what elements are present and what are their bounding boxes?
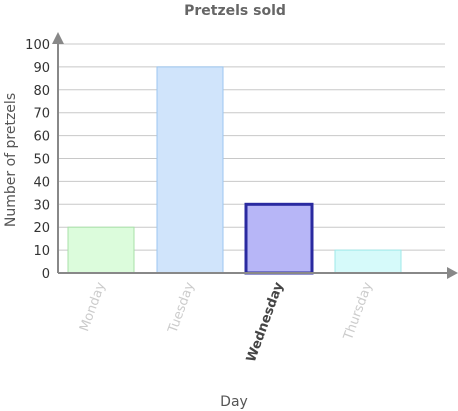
y-axis-arrow-icon <box>52 32 64 44</box>
bar-monday[interactable] <box>67 226 135 274</box>
y-tick-label: 70 <box>33 107 50 122</box>
x-axis-arrow-icon <box>447 267 458 279</box>
y-tick-label: 90 <box>33 61 50 76</box>
x-axis-label: Day <box>220 394 248 410</box>
y-tick-label: 20 <box>33 221 50 236</box>
x-tick-label-wednesday: Wednesday <box>244 280 287 365</box>
x-tick-label-monday: Monday <box>77 280 109 334</box>
x-tick-label-tuesday: Tuesday <box>165 280 198 336</box>
y-tick-label: 80 <box>33 84 50 99</box>
x-tick-label-thursday: Thursday <box>341 280 376 343</box>
bar-tuesday[interactable] <box>156 66 224 274</box>
bar-thursday[interactable] <box>334 249 402 274</box>
y-axis-label: Number of pretzels <box>3 93 19 227</box>
y-tick-label: 50 <box>33 153 50 168</box>
y-tick-label: 100 <box>25 38 50 53</box>
chart-title: Pretzels sold <box>184 3 286 19</box>
y-tick-label: 10 <box>33 244 50 259</box>
y-tick-label: 30 <box>33 198 50 213</box>
y-tick-label: 60 <box>33 130 50 145</box>
bar-wednesday[interactable] <box>244 202 314 275</box>
bars <box>67 66 402 275</box>
y-tick-label: 0 <box>42 267 50 282</box>
y-tick-label: 40 <box>33 175 50 190</box>
x-tick-labels: Monday Tuesday Wednesday Thursday <box>77 280 376 365</box>
y-tick-labels: 0 10 20 30 40 50 60 70 80 90 100 <box>25 38 50 282</box>
axes <box>52 32 458 279</box>
